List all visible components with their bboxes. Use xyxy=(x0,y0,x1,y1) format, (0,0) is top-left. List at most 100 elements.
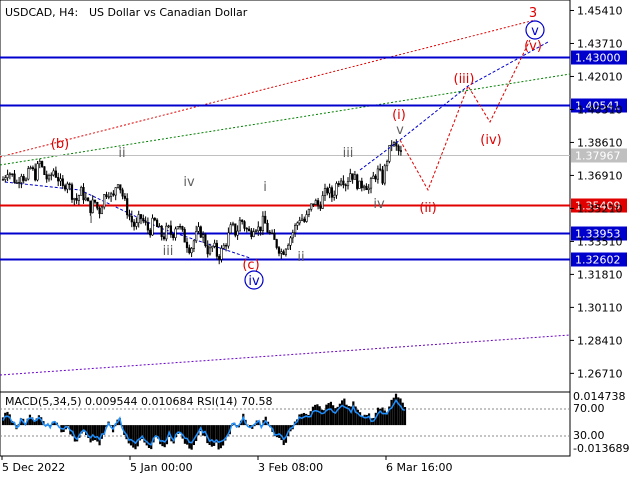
candle-body xyxy=(222,245,225,249)
candle-body xyxy=(277,247,281,254)
candle-body xyxy=(82,186,85,201)
wave-label: iii xyxy=(163,244,174,259)
candle-body xyxy=(121,189,124,197)
level-price-tag xyxy=(571,198,627,213)
candle-body xyxy=(156,219,159,227)
candle-body xyxy=(6,174,9,178)
candle-body xyxy=(204,234,207,247)
candle-body xyxy=(142,218,145,222)
candle-body xyxy=(190,248,193,254)
candle-body xyxy=(379,168,382,171)
candle-body xyxy=(397,145,400,151)
candle-body xyxy=(227,232,230,247)
candle-body xyxy=(183,229,186,243)
candle-body xyxy=(70,184,74,200)
candle-body xyxy=(293,225,297,234)
candle-body xyxy=(372,175,375,179)
candle-body xyxy=(162,236,166,240)
candle-body xyxy=(77,195,80,201)
candle-body xyxy=(158,225,161,228)
candle-body xyxy=(22,176,25,181)
candle-body xyxy=(229,224,232,234)
wave-label: (iii) xyxy=(454,72,475,87)
candle-body xyxy=(342,180,345,186)
candle-body xyxy=(100,206,103,215)
candle-body xyxy=(54,170,57,178)
price-tick-label: 1.36910 xyxy=(577,169,623,182)
candle-body xyxy=(64,185,67,190)
candle-body xyxy=(213,242,216,247)
candle-body xyxy=(388,145,391,162)
wave-label: i xyxy=(89,212,93,227)
candle-body xyxy=(218,256,221,260)
price-tick-label: 1.42010 xyxy=(577,70,623,83)
candle-body xyxy=(116,184,120,188)
candle-body xyxy=(326,188,329,194)
candle-body xyxy=(360,180,363,189)
candle-body xyxy=(337,183,340,186)
candle-body xyxy=(105,194,108,197)
candle-body xyxy=(273,232,276,240)
price-tick-label: 1.43710 xyxy=(577,37,623,50)
candle-body xyxy=(383,165,386,184)
candle-body xyxy=(130,216,133,223)
candle-body xyxy=(38,161,41,165)
candle-body xyxy=(289,237,292,246)
time-tick-label: 3 Feb 08:00 xyxy=(258,461,323,474)
candle-body xyxy=(165,225,168,240)
candle-body xyxy=(300,218,304,221)
price-tick-label: 1.33510 xyxy=(577,235,623,248)
candle-body xyxy=(34,168,37,181)
candle-body xyxy=(358,180,361,189)
candle-body xyxy=(376,168,380,180)
candle-body xyxy=(160,225,163,237)
price-tick-label: 1.31810 xyxy=(577,268,623,281)
level-price-tag xyxy=(571,98,627,113)
red-forecast-path xyxy=(399,39,531,192)
candle-body xyxy=(75,198,78,201)
wave-label: v xyxy=(531,24,539,39)
candle-body xyxy=(199,226,202,238)
candle-body xyxy=(146,222,150,231)
candle-body xyxy=(185,241,189,249)
candle-body xyxy=(57,176,60,182)
candle-body xyxy=(399,150,403,152)
candle-body xyxy=(362,185,366,189)
candle-body xyxy=(13,173,16,184)
candle-body xyxy=(268,231,271,234)
indicator-axis-label: 70.00 xyxy=(573,402,605,415)
candle-body xyxy=(114,187,117,196)
candle-body xyxy=(68,183,71,186)
candle-body xyxy=(374,175,377,180)
candle-body xyxy=(248,228,251,232)
candle-body xyxy=(365,185,368,191)
candle-body xyxy=(112,193,115,196)
candle-body xyxy=(236,230,239,236)
candle-body xyxy=(367,187,370,191)
candle-body xyxy=(312,203,315,205)
price-axis: 1.45410 1.43710 1.42010 1.40310 1.38610 1.369… xyxy=(570,4,623,380)
wave-label: iii xyxy=(343,146,354,161)
candle-body xyxy=(369,178,373,189)
candle-body xyxy=(351,173,354,180)
upper-channel-line xyxy=(0,19,536,158)
candle-body xyxy=(284,248,288,255)
candle-body xyxy=(151,217,154,236)
level-price-tag xyxy=(571,226,627,241)
candle-body xyxy=(259,226,262,231)
lower-channel-line xyxy=(0,334,571,376)
chart-title: USDCAD, H4: xyxy=(5,6,78,19)
candle-body xyxy=(202,234,205,238)
candle-body xyxy=(243,221,246,229)
candle-body xyxy=(346,181,350,187)
time-axis: 5 Dec 2022 5 Jan 00:00 3 Feb 08:00 6 Mar 16… xyxy=(1,456,452,474)
candle-body xyxy=(314,200,317,205)
candle-body xyxy=(174,228,177,239)
candle-body xyxy=(96,201,99,209)
time-tick-label: 5 Jan 00:00 xyxy=(130,461,193,474)
candle-body xyxy=(169,225,173,235)
wave-label: (c) xyxy=(242,258,259,273)
candle-body xyxy=(73,198,76,200)
